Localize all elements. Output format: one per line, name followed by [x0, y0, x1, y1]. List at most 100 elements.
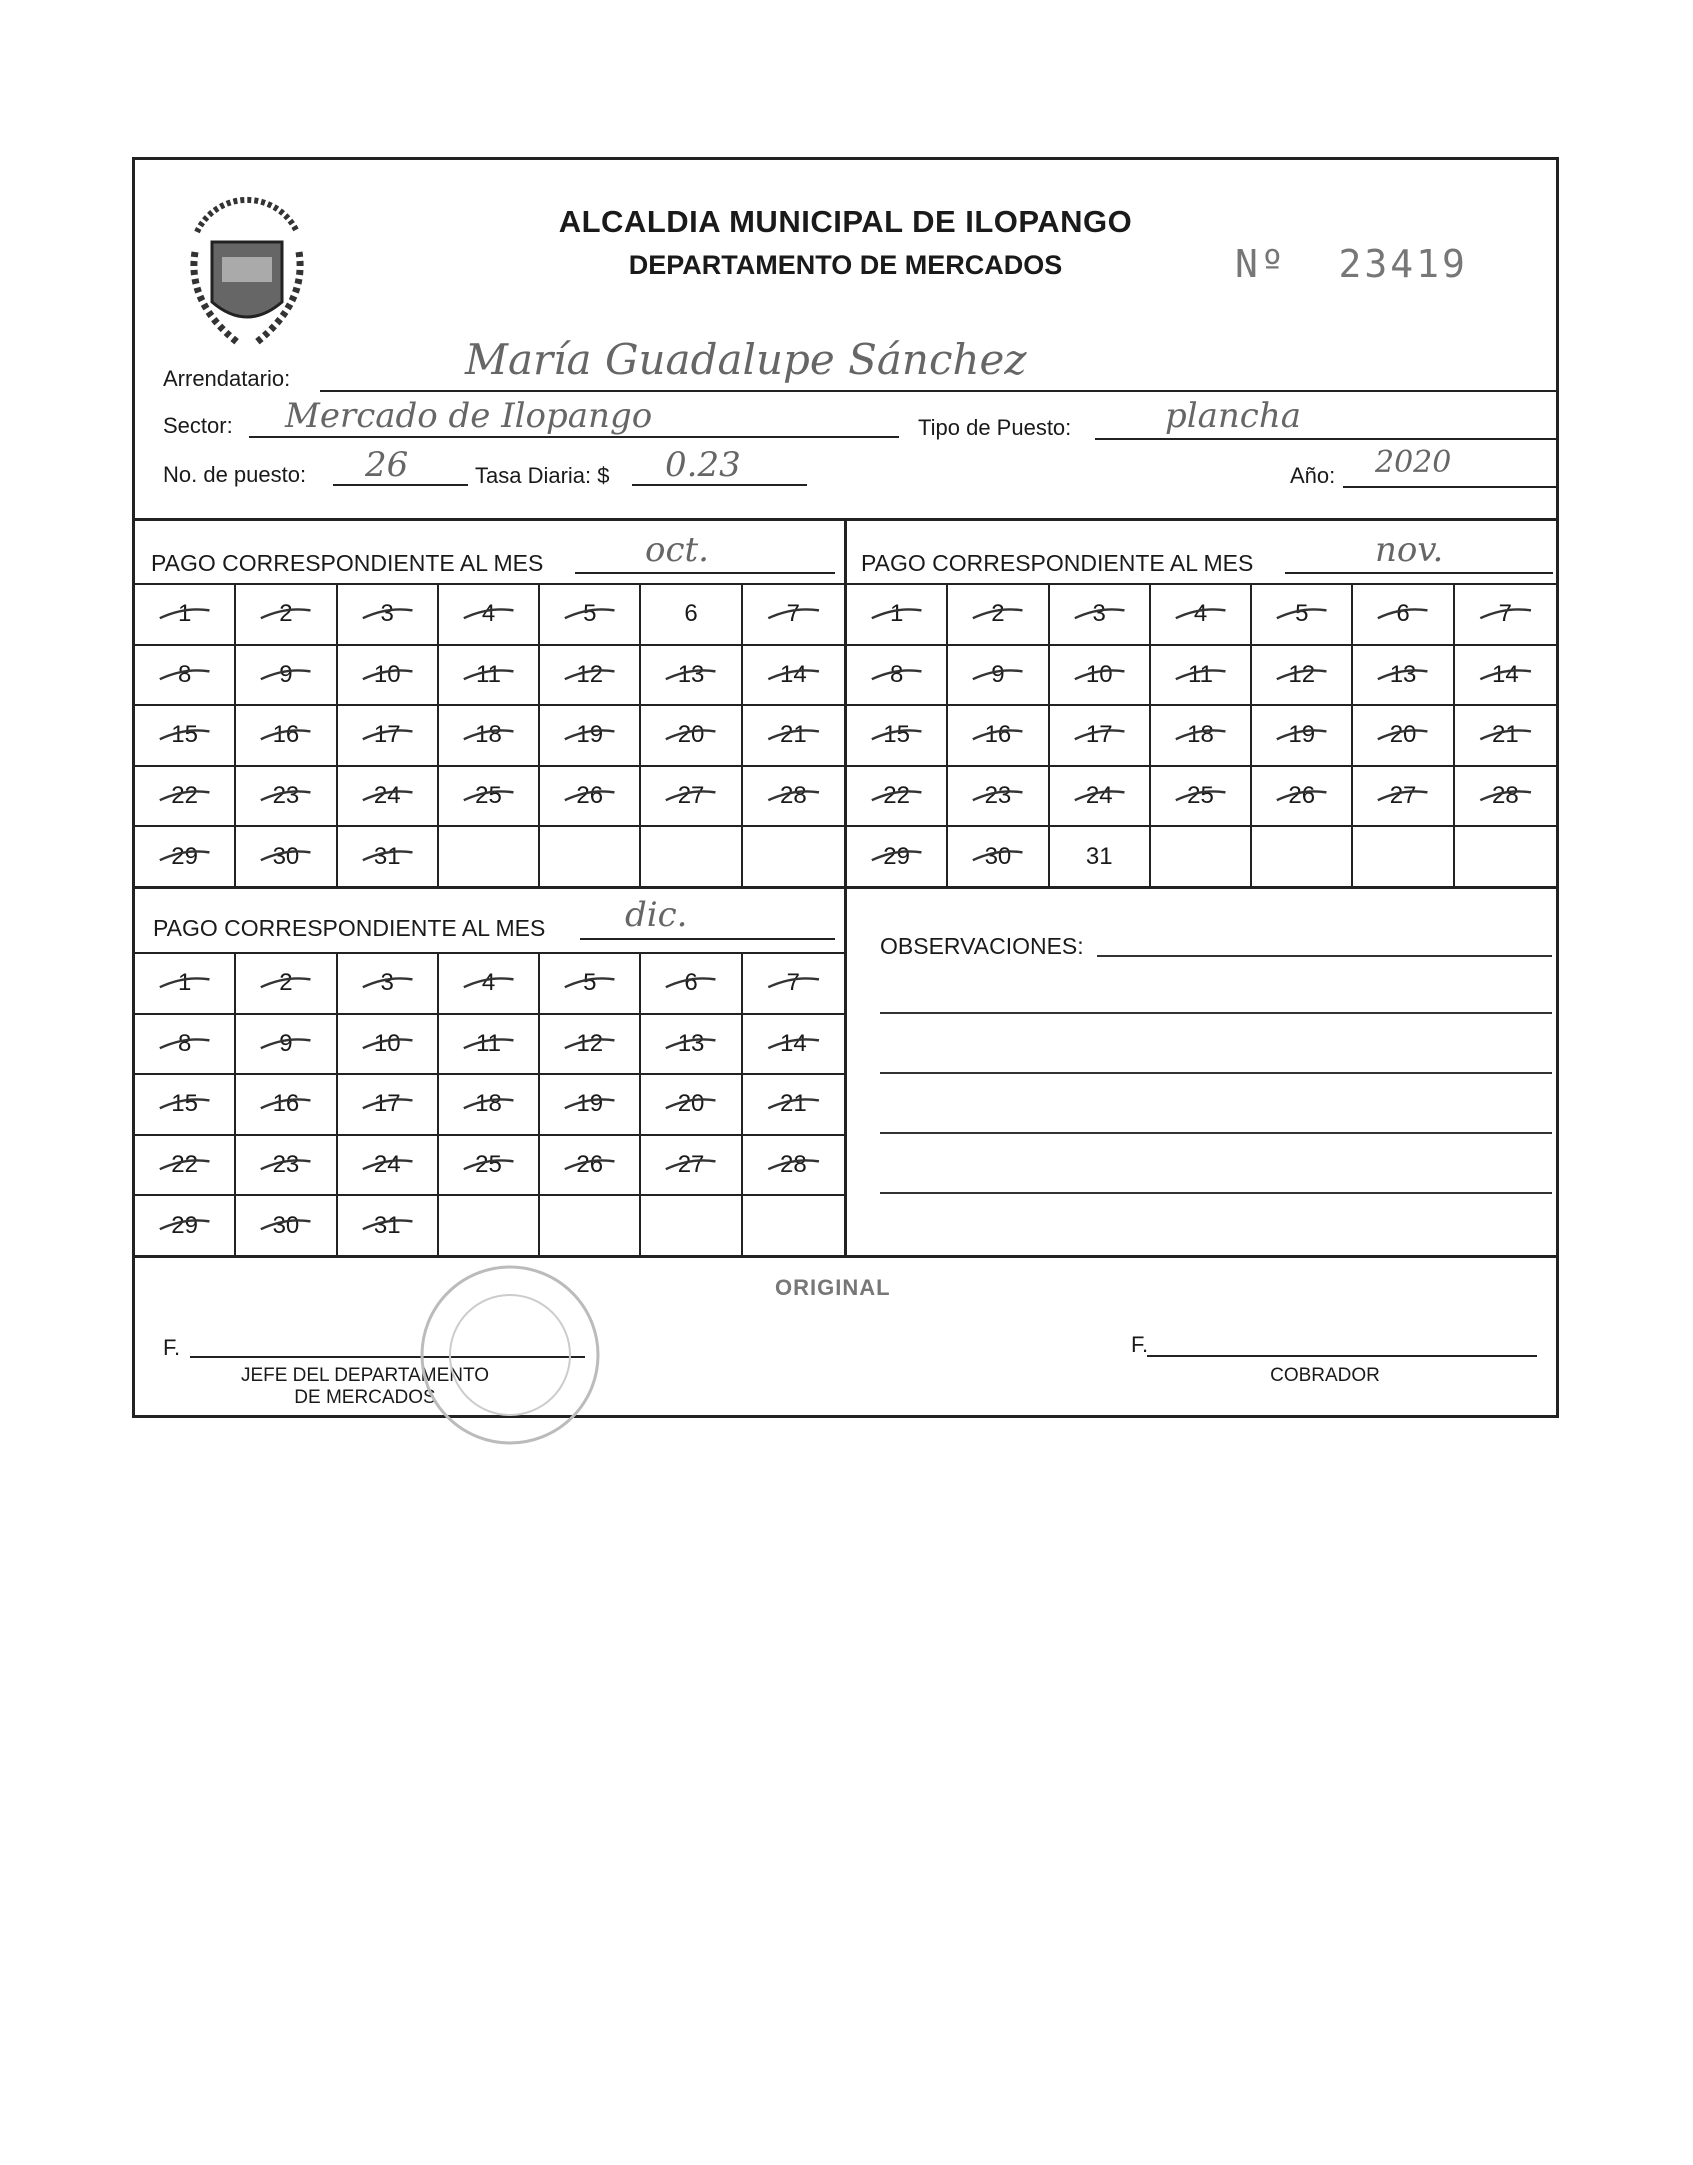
day-cell-3[interactable]: 3 — [337, 585, 439, 646]
day-cell-5[interactable]: 5 — [540, 954, 642, 1015]
day-cell-19[interactable]: 19 — [1252, 706, 1354, 767]
day-cell-13[interactable]: 13 — [641, 645, 743, 707]
day-cell-22[interactable]: 22 — [135, 1135, 237, 1197]
day-cell-20[interactable]: 20 — [1353, 706, 1455, 767]
day-cell-15[interactable]: 15 — [135, 1075, 237, 1136]
day-cell-30[interactable]: 30 — [236, 1196, 338, 1257]
day-cell-14[interactable]: 14 — [1454, 646, 1556, 707]
day-cell-12[interactable]: 12 — [1252, 645, 1354, 707]
day-cell-10[interactable]: 10 — [337, 645, 439, 707]
day-cell-23[interactable]: 23 — [236, 766, 338, 828]
day-cell-28[interactable]: 28 — [1454, 767, 1556, 828]
day-cell-27[interactable]: 27 — [641, 1135, 743, 1197]
day-cell-12[interactable]: 12 — [540, 1014, 642, 1076]
day-cell-27[interactable]: 27 — [1353, 766, 1455, 828]
day-cell-22[interactable]: 22 — [135, 766, 237, 828]
day-cell-31[interactable]: 31 — [337, 827, 439, 888]
day-cell-22[interactable]: 22 — [847, 766, 949, 828]
day-cell-20[interactable]: 20 — [641, 1075, 743, 1136]
day-cell-24[interactable]: 24 — [337, 1135, 439, 1197]
tasa-value[interactable]: 0.23 — [665, 445, 741, 485]
day-cell-14[interactable]: 14 — [742, 1015, 844, 1076]
day-cell-25[interactable]: 25 — [438, 1135, 541, 1197]
day-cell-8[interactable]: 8 — [135, 1014, 237, 1076]
day-cell-14[interactable]: 14 — [742, 646, 844, 707]
day-cell-26[interactable]: 26 — [540, 1135, 642, 1197]
day-cell-25[interactable]: 25 — [438, 766, 541, 828]
day-cell-10[interactable]: 10 — [337, 1014, 439, 1076]
day-cell-19[interactable]: 19 — [540, 1075, 642, 1136]
sector-value[interactable]: Mercado de Ilopango — [285, 396, 653, 436]
day-cell-7[interactable]: 7 — [742, 585, 844, 646]
day-cell-13[interactable]: 13 — [1353, 645, 1455, 707]
mes-value-1[interactable]: oct. — [645, 530, 709, 570]
day-cell-23[interactable]: 23 — [948, 766, 1050, 828]
day-cell-17[interactable]: 17 — [337, 706, 439, 767]
day-cell-10[interactable]: 10 — [1049, 645, 1151, 707]
day-cell-2[interactable]: 2 — [236, 954, 338, 1015]
mes-value-3[interactable]: dic. — [625, 895, 688, 935]
day-cell-8[interactable]: 8 — [135, 645, 237, 707]
mes-value-2[interactable]: nov. — [1375, 530, 1444, 570]
day-cell-17[interactable]: 17 — [1049, 706, 1151, 767]
day-cell-25[interactable]: 25 — [1150, 766, 1253, 828]
day-cell-1[interactable]: 1 — [135, 585, 237, 646]
day-cell-6[interactable]: 6 — [641, 585, 743, 646]
day-cell-1[interactable]: 1 — [135, 954, 237, 1015]
day-cell-9[interactable]: 9 — [236, 1014, 338, 1076]
day-cell-6[interactable]: 6 — [641, 954, 743, 1015]
day-cell-21[interactable]: 21 — [742, 706, 844, 767]
day-cell-28[interactable]: 28 — [742, 767, 844, 828]
day-cell-1[interactable]: 1 — [847, 585, 949, 646]
day-cell-29[interactable]: 29 — [135, 1196, 237, 1257]
day-cell-26[interactable]: 26 — [1252, 766, 1354, 828]
day-cell-4[interactable]: 4 — [438, 585, 541, 646]
day-cell-20[interactable]: 20 — [641, 706, 743, 767]
day-cell-26[interactable]: 26 — [540, 766, 642, 828]
day-cell-21[interactable]: 21 — [1454, 706, 1556, 767]
day-cell-5[interactable]: 5 — [1252, 585, 1354, 646]
day-cell-5[interactable]: 5 — [540, 585, 642, 646]
day-cell-15[interactable]: 15 — [847, 706, 949, 767]
day-cell-18[interactable]: 18 — [438, 706, 541, 767]
day-cell-4[interactable]: 4 — [1150, 585, 1253, 646]
day-cell-13[interactable]: 13 — [641, 1014, 743, 1076]
puesto-value[interactable]: 26 — [365, 445, 409, 485]
day-cell-12[interactable]: 12 — [540, 645, 642, 707]
day-cell-31[interactable]: 31 — [337, 1196, 439, 1257]
day-cell-7[interactable]: 7 — [742, 954, 844, 1015]
day-cell-23[interactable]: 23 — [236, 1135, 338, 1197]
day-cell-24[interactable]: 24 — [337, 766, 439, 828]
day-cell-18[interactable]: 18 — [438, 1075, 541, 1136]
day-cell-31[interactable]: 31 — [1049, 827, 1151, 888]
day-cell-8[interactable]: 8 — [847, 645, 949, 707]
day-cell-16[interactable]: 16 — [236, 706, 338, 767]
day-cell-11[interactable]: 11 — [1150, 645, 1253, 707]
day-cell-29[interactable]: 29 — [847, 827, 949, 888]
day-cell-29[interactable]: 29 — [135, 827, 237, 888]
day-cell-19[interactable]: 19 — [540, 706, 642, 767]
day-cell-4[interactable]: 4 — [438, 954, 541, 1015]
day-cell-24[interactable]: 24 — [1049, 766, 1151, 828]
day-cell-21[interactable]: 21 — [742, 1075, 844, 1136]
day-cell-30[interactable]: 30 — [948, 827, 1050, 888]
tipo-puesto-value[interactable]: plancha — [1165, 396, 1302, 436]
arrendatario-value[interactable]: María Guadalupe Sánchez — [465, 335, 1027, 384]
day-cell-30[interactable]: 30 — [236, 827, 338, 888]
day-cell-11[interactable]: 11 — [438, 1014, 541, 1076]
day-cell-2[interactable]: 2 — [948, 585, 1050, 646]
day-cell-3[interactable]: 3 — [337, 954, 439, 1015]
day-cell-11[interactable]: 11 — [438, 645, 541, 707]
day-cell-9[interactable]: 9 — [236, 645, 338, 707]
anio-value[interactable]: 2020 — [1375, 445, 1452, 480]
day-cell-2[interactable]: 2 — [236, 585, 338, 646]
day-cell-6[interactable]: 6 — [1353, 585, 1455, 646]
day-cell-27[interactable]: 27 — [641, 766, 743, 828]
day-cell-16[interactable]: 16 — [948, 706, 1050, 767]
day-cell-18[interactable]: 18 — [1150, 706, 1253, 767]
day-cell-16[interactable]: 16 — [236, 1075, 338, 1136]
day-cell-15[interactable]: 15 — [135, 706, 237, 767]
day-cell-3[interactable]: 3 — [1049, 585, 1151, 646]
day-cell-7[interactable]: 7 — [1454, 585, 1556, 646]
day-cell-9[interactable]: 9 — [948, 645, 1050, 707]
